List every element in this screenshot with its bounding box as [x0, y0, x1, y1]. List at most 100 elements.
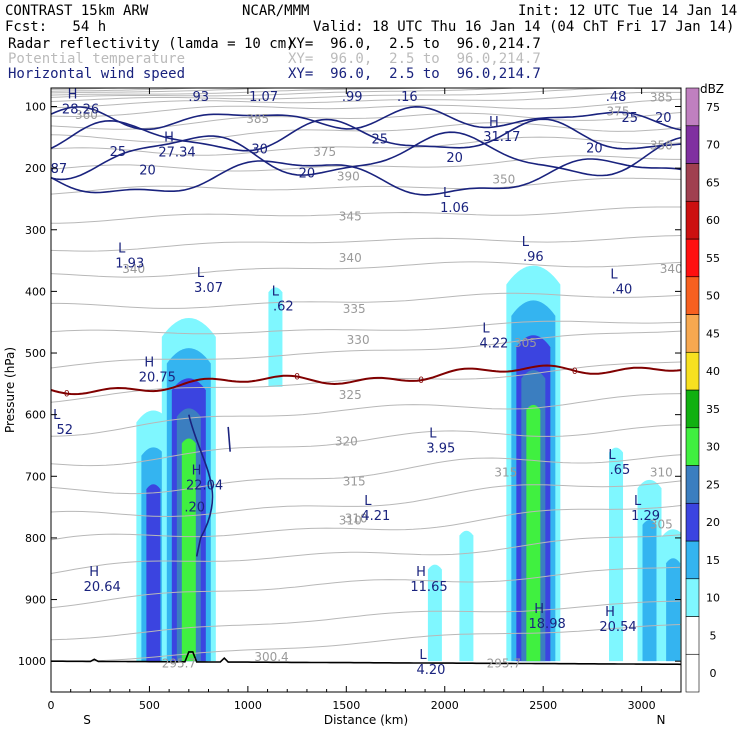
extremum-value: 52: [57, 423, 74, 438]
theta-contour: [51, 206, 681, 224]
theta-label: 310: [339, 513, 362, 527]
theta-contour: [51, 330, 681, 369]
extremum-value: 4.22: [479, 337, 508, 352]
theta-contour: [51, 88, 681, 102]
theta-contour: [51, 454, 681, 495]
extremum-H: H: [68, 87, 78, 102]
y-axis-title: Pressure (hPa): [3, 347, 17, 433]
colorbar-label: 40: [706, 365, 720, 378]
reflectivity-cell-1-30dbz: [181, 438, 196, 662]
wind-label: .20: [184, 500, 205, 515]
theta-label: 325: [339, 388, 362, 402]
extremum-L: L: [522, 235, 530, 250]
theta-label: 345: [339, 210, 362, 224]
theta-contour: [51, 480, 681, 518]
colorbar-label: 65: [706, 176, 720, 189]
theta-label: 315: [494, 465, 517, 479]
theta-contour: [51, 88, 304, 94]
colorbar-swatch: [685, 125, 700, 164]
extremum-value: 11.65: [410, 580, 447, 595]
theta-contour: [51, 393, 681, 437]
extremum-value: 1.06: [440, 201, 469, 216]
freezing-level-label: 0: [294, 373, 300, 383]
theta-label: 310: [345, 512, 368, 526]
center-label: NCAR/MMM: [242, 3, 310, 19]
theta-contour: [51, 534, 681, 574]
extremum-L: L: [197, 266, 205, 281]
colorbar-swatch: [685, 276, 700, 315]
wind-label: 20: [446, 151, 463, 166]
y-tick-label: 900: [25, 594, 46, 607]
extremum-value: 1.29: [631, 509, 660, 524]
freezing-level-label: 0: [572, 367, 578, 377]
theta-contour: [51, 424, 681, 467]
theta-label: 335: [343, 302, 366, 316]
wind-contour: [51, 105, 681, 131]
colorbar-swatch: [685, 87, 700, 127]
wind-label: 30: [251, 142, 268, 157]
colorbar-swatch: [685, 163, 700, 202]
wind-label: 87: [51, 162, 68, 177]
reflectivity-cell-8-15dbz: [666, 558, 681, 662]
extremum-value: 31.17: [483, 130, 520, 145]
wind-label: 25: [372, 132, 389, 147]
freezing-level-label: 0: [418, 376, 424, 386]
init-time: Init: 12 UTC Tue 14 Jan 14: [518, 3, 738, 19]
colorbar-label: 20: [706, 516, 720, 529]
extremum-value: 1.93: [115, 256, 144, 271]
y-tick-label: 100: [25, 100, 46, 113]
colorbar-swatch: [685, 351, 700, 391]
extremum-L: L: [610, 267, 618, 282]
theta-contour: [51, 88, 213, 92]
theta-contour: [51, 122, 681, 143]
x-tick-label: 1000: [234, 699, 262, 712]
theta-label: 330: [347, 333, 370, 347]
colorbar-label: 35: [706, 403, 720, 416]
valid-time: Valid: 18 UTC Thu 16 Jan 14 (04 ChT Fri …: [313, 19, 735, 35]
theta-contour: [51, 505, 681, 541]
extremum-L: L: [252, 75, 260, 90]
extremum-value: 4.21: [361, 509, 390, 524]
theta-label: 300.4: [254, 650, 288, 664]
wind-contour: [51, 158, 681, 196]
field-wind-name: Horizontal wind speed: [8, 66, 186, 82]
wind-label: 25: [110, 145, 127, 160]
colorbar-swatch: [685, 200, 700, 240]
extremum-H: H: [605, 605, 615, 620]
north-label: N: [657, 713, 666, 727]
colorbar-label: 50: [706, 290, 720, 303]
extremum-value: 4.20: [416, 663, 445, 678]
colorbar-label: 55: [706, 252, 720, 265]
field-theta-xy: XY= 96.0, 2.5 to 96.0,214.7: [288, 51, 541, 67]
y-tick-label: 1000: [18, 655, 46, 668]
theta-contour: [51, 155, 681, 172]
y-tick-label: 800: [25, 532, 46, 545]
extremum-value: 28.26: [62, 102, 99, 117]
extremum-value: .65: [610, 463, 631, 478]
extremum-H: H: [89, 565, 99, 580]
theta-label: 305: [650, 518, 673, 532]
theta-contour: [51, 235, 681, 252]
theta-label: 340: [660, 262, 683, 276]
extremum-H: H: [164, 130, 174, 145]
extremum-L: L: [482, 322, 490, 337]
extremum-value: .40: [612, 282, 633, 297]
theta-contour: [51, 98, 681, 118]
extremum-L: L: [187, 75, 195, 90]
y-tick-label: 600: [25, 409, 46, 422]
y-tick-label: 500: [25, 347, 46, 360]
colorbar-label: 75: [706, 101, 720, 114]
theta-contour: [51, 292, 681, 309]
freezing-level-label: 0: [64, 390, 70, 400]
colorbar-swatch: [685, 465, 700, 504]
theta-contour: [51, 177, 681, 195]
x-tick-label: 0: [48, 699, 55, 712]
extremum-L: L: [419, 648, 427, 663]
theta-label: 375: [607, 105, 630, 119]
extremum-value: 27.34: [158, 145, 195, 160]
theta-contour: [51, 136, 681, 156]
theta-contour: [51, 624, 681, 662]
colorbar-label: 15: [706, 554, 720, 567]
wind-label: 25: [301, 77, 318, 92]
wind-label: 20: [139, 163, 156, 178]
